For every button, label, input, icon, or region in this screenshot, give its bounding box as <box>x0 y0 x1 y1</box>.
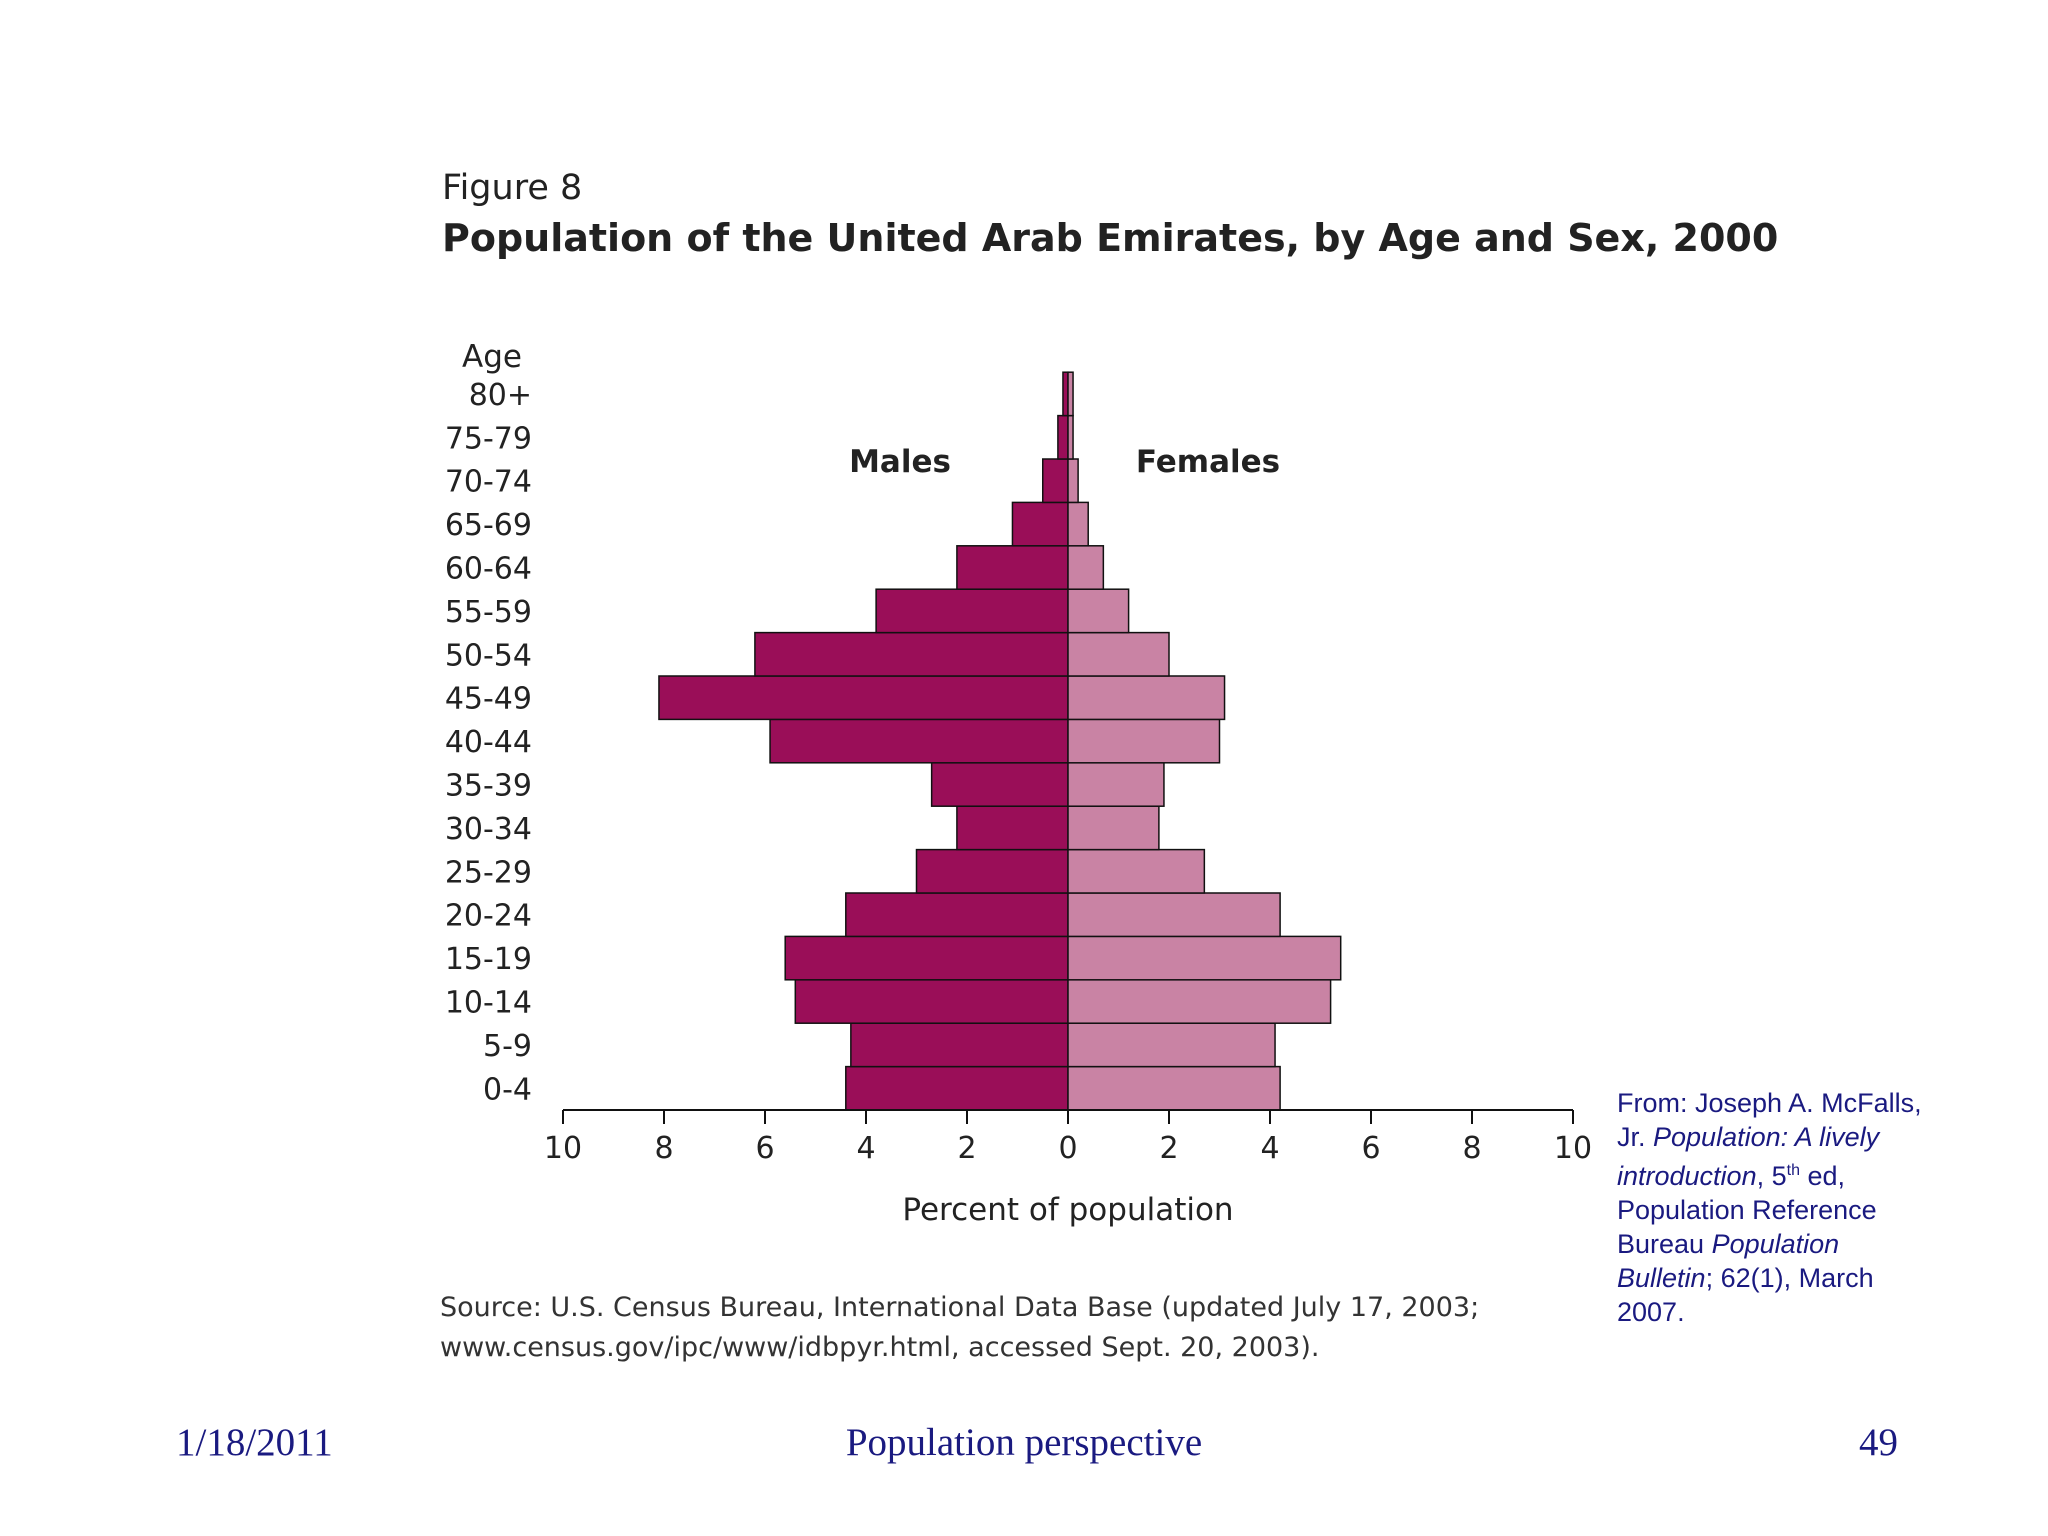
footer-date: 1/18/2011 <box>176 1421 333 1464</box>
bar-male <box>956 545 1069 590</box>
bar-female <box>1067 458 1079 504</box>
y-tick-label: 70-74 <box>445 465 532 500</box>
bar-female <box>1067 501 1089 547</box>
bar-male <box>850 1022 1069 1068</box>
bar-female <box>1067 805 1160 851</box>
bar-male <box>1062 371 1069 417</box>
x-tick-label: 6 <box>755 1131 774 1166</box>
bar-male <box>875 588 1069 634</box>
bar-male <box>784 935 1069 981</box>
y-tick-label: 30-34 <box>445 812 532 847</box>
bar-male <box>915 848 1069 894</box>
x-tick-label: 6 <box>1361 1131 1380 1166</box>
series-label-females: Females <box>1136 444 1280 480</box>
y-tick-label: 25-29 <box>445 855 532 890</box>
footer-page-number: 49 <box>1859 1421 1898 1464</box>
citation-book: Population: A lively introduction <box>1617 1122 1880 1191</box>
bar-female <box>1067 892 1281 938</box>
bar-female <box>1067 1022 1276 1068</box>
y-tick-label: 10-14 <box>445 986 532 1021</box>
bar-male <box>1042 458 1069 504</box>
bar-female <box>1067 371 1074 417</box>
bar-male <box>1057 414 1069 460</box>
y-tick-label: 45-49 <box>445 682 532 717</box>
bar-male <box>845 1065 1069 1111</box>
source-line-2: www.census.gov/ipc/www/idbpyr.html, acce… <box>440 1332 1320 1363</box>
bar-female <box>1067 675 1226 721</box>
bar-male <box>930 762 1069 807</box>
bar-male <box>794 979 1069 1024</box>
citation-edition-rest: ed, Population Reference Bureau <box>1617 1161 1877 1259</box>
bar-female <box>1067 979 1332 1024</box>
figure-title: Population of the United Arab Emirates, … <box>442 216 1779 260</box>
bar-male <box>956 805 1069 851</box>
x-tick-label: 2 <box>1159 1131 1178 1166</box>
bar-male <box>754 631 1069 677</box>
y-tick-label: 65-69 <box>445 508 532 543</box>
x-axis-title: Percent of population <box>902 1192 1233 1228</box>
citation-prefix: From: Joseph A. McFalls, Jr. <box>1617 1088 1922 1152</box>
bar-female <box>1067 848 1206 894</box>
bar-female <box>1067 935 1342 981</box>
bar-female <box>1067 1065 1281 1111</box>
bar-male <box>769 718 1069 764</box>
bar-male <box>1011 501 1069 547</box>
series-label-males: Males <box>849 444 951 480</box>
citation-edition: , 5 <box>1756 1161 1787 1191</box>
bar-female <box>1067 718 1221 764</box>
y-tick-label: 35-39 <box>445 769 532 804</box>
source-line-1: Source: U.S. Census Bureau, Internationa… <box>440 1292 1480 1323</box>
figure-label: Figure 8 <box>442 168 583 208</box>
bar-male <box>845 892 1069 938</box>
x-tick-label: 4 <box>1260 1131 1279 1166</box>
bar-female <box>1067 631 1170 677</box>
source-note: Source: U.S. Census Bureau, Internationa… <box>440 1288 1479 1368</box>
y-tick-label: 50-54 <box>445 638 532 673</box>
y-tick-label: 55-59 <box>445 595 532 630</box>
bar-male <box>658 675 1069 721</box>
bar-female <box>1067 762 1165 807</box>
citation-edition-sup: th <box>1786 1162 1800 1179</box>
citation-bulletin: Population Bulletin <box>1617 1229 1840 1293</box>
x-tick-label: 0 <box>1058 1131 1077 1166</box>
x-tick-label: 10 <box>1554 1131 1592 1166</box>
x-tick-label: 8 <box>1462 1131 1481 1166</box>
y-tick-label: 60-64 <box>445 552 532 587</box>
x-tick-label: 2 <box>957 1131 976 1166</box>
y-tick-label: 15-19 <box>445 942 532 977</box>
y-tick-label: 40-44 <box>445 725 532 760</box>
y-tick-label: 5-9 <box>483 1029 532 1064</box>
bar-female <box>1067 545 1105 590</box>
x-tick-label: 10 <box>544 1131 582 1166</box>
x-tick-label: 4 <box>856 1131 875 1166</box>
footer-title: Population perspective <box>845 1421 1203 1464</box>
citation-rest: ; 62(1), March 2007. <box>1617 1263 1874 1327</box>
y-tick-label: 0-4 <box>483 1072 532 1107</box>
citation: From: Joseph A. McFalls, Jr. Population:… <box>1617 1086 1937 1329</box>
y-axis-title: Age <box>462 339 522 375</box>
x-tick-label: 8 <box>654 1131 673 1166</box>
y-tick-label: 75-79 <box>445 421 532 456</box>
bar-female <box>1067 414 1074 460</box>
y-tick-label: 80+ <box>469 378 532 413</box>
bar-female <box>1067 588 1130 634</box>
y-tick-label: 20-24 <box>445 899 532 934</box>
